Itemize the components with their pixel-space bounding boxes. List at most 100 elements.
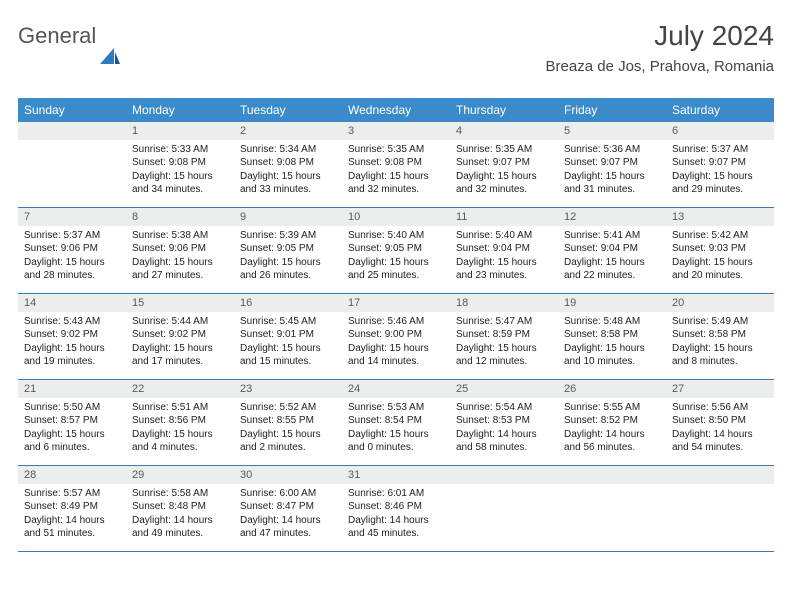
day-data: Sunrise: 5:55 AMSunset: 8:52 PMDaylight:… <box>558 398 666 465</box>
day-data: Sunrise: 5:52 AMSunset: 8:55 PMDaylight:… <box>234 398 342 465</box>
sunset-line: Sunset: 8:47 PM <box>240 501 314 512</box>
sunrise-line: Sunrise: 5:36 AM <box>564 144 640 155</box>
sunset-line: Sunset: 8:58 PM <box>672 329 746 340</box>
calendar-day-cell: 18Sunrise: 5:47 AMSunset: 8:59 PMDayligh… <box>450 293 558 379</box>
calendar-body: 1Sunrise: 5:33 AMSunset: 9:08 PMDaylight… <box>18 122 774 552</box>
calendar-day-cell: 3Sunrise: 5:35 AMSunset: 9:08 PMDaylight… <box>342 122 450 208</box>
calendar-week-row: 28Sunrise: 5:57 AMSunset: 8:49 PMDayligh… <box>18 465 774 551</box>
calendar-day-cell <box>450 465 558 551</box>
sunset-line: Sunset: 8:56 PM <box>132 415 206 426</box>
sunrise-line: Sunrise: 5:46 AM <box>348 316 424 327</box>
day-data: Sunrise: 5:50 AMSunset: 8:57 PMDaylight:… <box>18 398 126 465</box>
logo-word-general: General <box>18 26 96 46</box>
sunrise-line: Sunrise: 5:52 AM <box>240 402 316 413</box>
day-number-empty <box>558 466 666 484</box>
weekday-header: Tuesday <box>234 98 342 122</box>
weekday-header: Sunday <box>18 98 126 122</box>
day-data-empty <box>666 484 774 542</box>
calendar-day-cell: 17Sunrise: 5:46 AMSunset: 9:00 PMDayligh… <box>342 293 450 379</box>
daylight-line: Daylight: 15 hours and 14 minutes. <box>348 343 429 368</box>
daylight-line: Daylight: 15 hours and 4 minutes. <box>132 429 213 454</box>
day-data: Sunrise: 5:42 AMSunset: 9:03 PMDaylight:… <box>666 226 774 293</box>
day-number: 25 <box>450 380 558 398</box>
day-data: Sunrise: 5:49 AMSunset: 8:58 PMDaylight:… <box>666 312 774 379</box>
day-data: Sunrise: 5:53 AM Sunset: 8:54 PM Daylight:… <box>342 398 450 465</box>
daylight-line: Daylight: 15 hours and 28 minutes. <box>24 257 105 282</box>
sunset-line: Sunset: 9:04 PM <box>456 243 530 254</box>
day-data: Sunrise: 5:39 AMSunset: 9:05 PMDaylight:… <box>234 226 342 293</box>
day-data: Sunrise: 5:48 AMSunset: 8:58 PMDaylight:… <box>558 312 666 379</box>
day-number: 15 <box>126 294 234 312</box>
day-data: Sunrise: 5:34 AMSunset: 9:08 PMDaylight:… <box>234 140 342 207</box>
calendar-day-cell: 31Sunrise: 6:01 AMSunset: 8:46 PMDayligh… <box>342 465 450 551</box>
calendar-table: SundayMondayTuesdayWednesdayThursdayFrid… <box>18 98 774 552</box>
sunset-line: Sunset: 9:07 PM <box>564 157 638 168</box>
daylight-line: Daylight: 15 hours and 32 minutes. <box>456 171 537 196</box>
sunset-line: Sunset: 9:02 PM <box>132 329 206 340</box>
day-data: Sunrise: 5:40 AMSunset: 9:05 PMDaylight:… <box>342 226 450 293</box>
daylight-line: Daylight: 14 hours and 47 minutes. <box>240 515 321 540</box>
day-data: Sunrise: 5:37 AMSunset: 9:06 PMDaylight:… <box>18 226 126 293</box>
day-data: Sunrise: 5:40 AMSunset: 9:04 PMDaylight:… <box>450 226 558 293</box>
day-data: Sunrise: 5:54 AMSunset: 8:53 PMDaylight:… <box>450 398 558 465</box>
daylight-line: Daylight: 15 hours and 17 minutes. <box>132 343 213 368</box>
day-number: 30 <box>234 466 342 484</box>
sunset-line: Sunset: 8:48 PM <box>132 501 206 512</box>
daylight-line: Daylight: 15 hours and 26 minutes. <box>240 257 321 282</box>
sunset-line: Sunset: 9:05 PM <box>240 243 314 254</box>
weekday-header: Saturday <box>666 98 774 122</box>
day-number: 28 <box>18 466 126 484</box>
calendar-day-cell: 16Sunrise: 5:45 AMSunset: 9:01 PMDayligh… <box>234 293 342 379</box>
sunset-line: Sunset: 8:46 PM <box>348 501 422 512</box>
sunrise-line: Sunrise: 5:55 AM <box>564 402 640 413</box>
sunrise-line: Sunrise: 5:48 AM <box>564 316 640 327</box>
daylight-line: Daylight: 15 hours and 0 minutes. <box>348 429 429 454</box>
calendar-day-cell: 21Sunrise: 5:50 AMSunset: 8:57 PMDayligh… <box>18 379 126 465</box>
sunset-line: Sunset: 9:02 PM <box>24 329 98 340</box>
day-number: 14 <box>18 294 126 312</box>
weekday-header: Friday <box>558 98 666 122</box>
calendar-day-cell: 6Sunrise: 5:37 AMSunset: 9:07 PMDaylight… <box>666 122 774 208</box>
daylight-line: Daylight: 14 hours and 49 minutes. <box>132 515 213 540</box>
calendar-day-cell: 1Sunrise: 5:33 AMSunset: 9:08 PMDaylight… <box>126 122 234 208</box>
sunset-line: Sunset: 9:05 PM <box>348 243 422 254</box>
calendar-day-cell <box>18 122 126 208</box>
day-data: Sunrise: 5:47 AMSunset: 8:59 PMDaylight:… <box>450 312 558 379</box>
sunset-line: Sunset: 8:55 PM <box>240 415 314 426</box>
sunrise-line: Sunrise: 5:56 AM <box>672 402 748 413</box>
day-data: Sunrise: 5:44 AM Sunset: 9:02 PM Daylight:… <box>126 312 234 379</box>
day-number: 9 <box>234 208 342 226</box>
sunrise-line: Sunrise: 5:51 AM <box>132 402 208 413</box>
day-number: 5 <box>558 122 666 140</box>
day-data: Sunrise: 5:41 AMSunset: 9:04 PMDaylight:… <box>558 226 666 293</box>
day-data: Sunrise: 5:33 AMSunset: 9:08 PMDaylight:… <box>126 140 234 207</box>
sunrise-line: Sunrise: 5:45 AM <box>240 316 316 327</box>
calendar-day-cell: 11Sunrise: 5:40 AMSunset: 9:04 PMDayligh… <box>450 207 558 293</box>
daylight-line: Daylight: 14 hours and 45 minutes. <box>348 515 429 540</box>
daylight-line: Daylight: 15 hours and 12 minutes. <box>456 343 537 368</box>
calendar-week-row: 7Sunrise: 5:37 AMSunset: 9:06 PMDaylight… <box>18 207 774 293</box>
sunset-line: Sunset: 9:01 PM <box>240 329 314 340</box>
sunset-line: Sunset: 8:54 PM <box>348 415 422 426</box>
calendar-week-row: 21Sunrise: 5:50 AMSunset: 8:57 PMDayligh… <box>18 379 774 465</box>
daylight-line: Daylight: 14 hours and 51 minutes. <box>24 515 105 540</box>
sunrise-line: Sunrise: 5:35 AM <box>456 144 532 155</box>
day-number: 6 <box>666 122 774 140</box>
day-number: 16 <box>234 294 342 312</box>
sunrise-line: Sunrise: 5:54 AM <box>456 402 532 413</box>
calendar-day-cell: 8Sunrise: 5:38 AMSunset: 9:06 PMDaylight… <box>126 207 234 293</box>
day-data-empty <box>558 484 666 542</box>
calendar-day-cell: 13Sunrise: 5:42 AMSunset: 9:03 PMDayligh… <box>666 207 774 293</box>
day-number: 18 <box>450 294 558 312</box>
sunrise-line: Sunrise: 5:50 AM <box>24 402 100 413</box>
calendar-day-cell: 15 Sunrise: 5:44 AM Sunset: 9:02 PM Dayligh… <box>126 293 234 379</box>
month-title: July 2024 <box>546 20 774 52</box>
sunrise-line: Sunrise: 5:53 AM <box>348 402 424 413</box>
daylight-line: Daylight: 15 hours and 20 minutes. <box>672 257 753 282</box>
day-number: 27 <box>666 380 774 398</box>
calendar-day-cell: 22Sunrise: 5:51 AMSunset: 8:56 PMDayligh… <box>126 379 234 465</box>
calendar-head: SundayMondayTuesdayWednesdayThursdayFrid… <box>18 98 774 122</box>
sunrise-line: Sunrise: 5:44 AM <box>132 316 208 327</box>
calendar-day-cell: 12Sunrise: 5:41 AMSunset: 9:04 PMDayligh… <box>558 207 666 293</box>
weekday-row: SundayMondayTuesdayWednesdayThursdayFrid… <box>18 98 774 122</box>
